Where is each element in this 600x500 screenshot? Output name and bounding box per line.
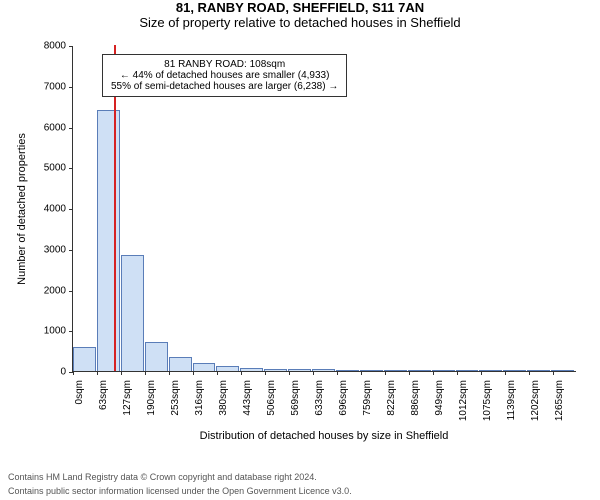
- y-tick-label: 2000: [44, 285, 66, 296]
- y-tick-label: 5000: [44, 163, 66, 174]
- x-tick-label: 63sqm: [98, 380, 109, 430]
- histogram-bar: [121, 255, 144, 371]
- x-tick-label: 1139sqm: [506, 380, 517, 430]
- footer-line-2: Contains public sector information licen…: [8, 486, 352, 496]
- x-tick-label: 0sqm: [74, 380, 85, 430]
- x-tick-label: 1012sqm: [458, 380, 469, 430]
- histogram-bar: [264, 369, 287, 371]
- x-tick-label: 253sqm: [170, 380, 181, 430]
- x-tick-label: 1075sqm: [482, 380, 493, 430]
- histogram-bar: [360, 370, 383, 371]
- x-tick-label: 1202sqm: [530, 380, 541, 430]
- histogram-bar: [240, 368, 263, 371]
- y-tick-label: 4000: [44, 204, 66, 215]
- x-tick-label: 886sqm: [410, 380, 421, 430]
- page-subtitle: Size of property relative to detached ho…: [0, 15, 600, 30]
- histogram-bar: [97, 110, 120, 371]
- histogram-bar: [456, 370, 479, 371]
- y-tick-label: 6000: [44, 122, 66, 133]
- x-axis-label: Distribution of detached houses by size …: [72, 430, 576, 442]
- annotation-box: 81 RANBY ROAD: 108sqm ← 44% of detached …: [102, 54, 347, 97]
- histogram-bar: [336, 370, 359, 371]
- histogram-bar: [169, 357, 192, 371]
- histogram-bar: [384, 370, 407, 371]
- histogram-bar: [527, 370, 550, 371]
- x-tick-label: 1265sqm: [554, 380, 565, 430]
- histogram-bar: [503, 370, 526, 371]
- annotation-line-3: 55% of semi-detached houses are larger (…: [111, 81, 338, 92]
- y-tick-label: 1000: [44, 326, 66, 337]
- x-tick-label: 569sqm: [290, 380, 301, 430]
- y-axis-label: Number of detached properties: [16, 133, 28, 285]
- x-tick-label: 380sqm: [218, 380, 229, 430]
- histogram-bar: [408, 370, 431, 371]
- y-tick-label: 7000: [44, 81, 66, 92]
- histogram-bar: [193, 363, 216, 371]
- histogram-bar: [145, 342, 168, 371]
- histogram-bar: [551, 370, 574, 371]
- x-tick-label: 949sqm: [434, 380, 445, 430]
- histogram-bar: [312, 369, 335, 371]
- annotation-line-1: 81 RANBY ROAD: 108sqm: [111, 59, 338, 70]
- y-tick-label: 8000: [44, 41, 66, 52]
- x-tick-label: 190sqm: [146, 380, 157, 430]
- annotation-line-2: ← 44% of detached houses are smaller (4,…: [111, 70, 338, 81]
- y-tick-label: 3000: [44, 244, 66, 255]
- x-tick-label: 443sqm: [242, 380, 253, 430]
- histogram-bar: [288, 369, 311, 371]
- x-tick-label: 759sqm: [362, 380, 373, 430]
- x-tick-label: 127sqm: [122, 380, 133, 430]
- footer-line-1: Contains HM Land Registry data © Crown c…: [8, 472, 317, 482]
- x-tick-label: 633sqm: [314, 380, 325, 430]
- histogram-bar: [216, 366, 239, 371]
- page-title: 81, RANBY ROAD, SHEFFIELD, S11 7AN: [0, 0, 600, 15]
- histogram-bar: [73, 347, 96, 371]
- y-tick-label: 0: [60, 367, 66, 378]
- histogram-bar: [432, 370, 455, 371]
- x-tick-label: 696sqm: [338, 380, 349, 430]
- x-tick-label: 822sqm: [386, 380, 397, 430]
- x-tick-label: 316sqm: [194, 380, 205, 430]
- histogram-bar: [479, 370, 502, 371]
- x-tick-label: 506sqm: [266, 380, 277, 430]
